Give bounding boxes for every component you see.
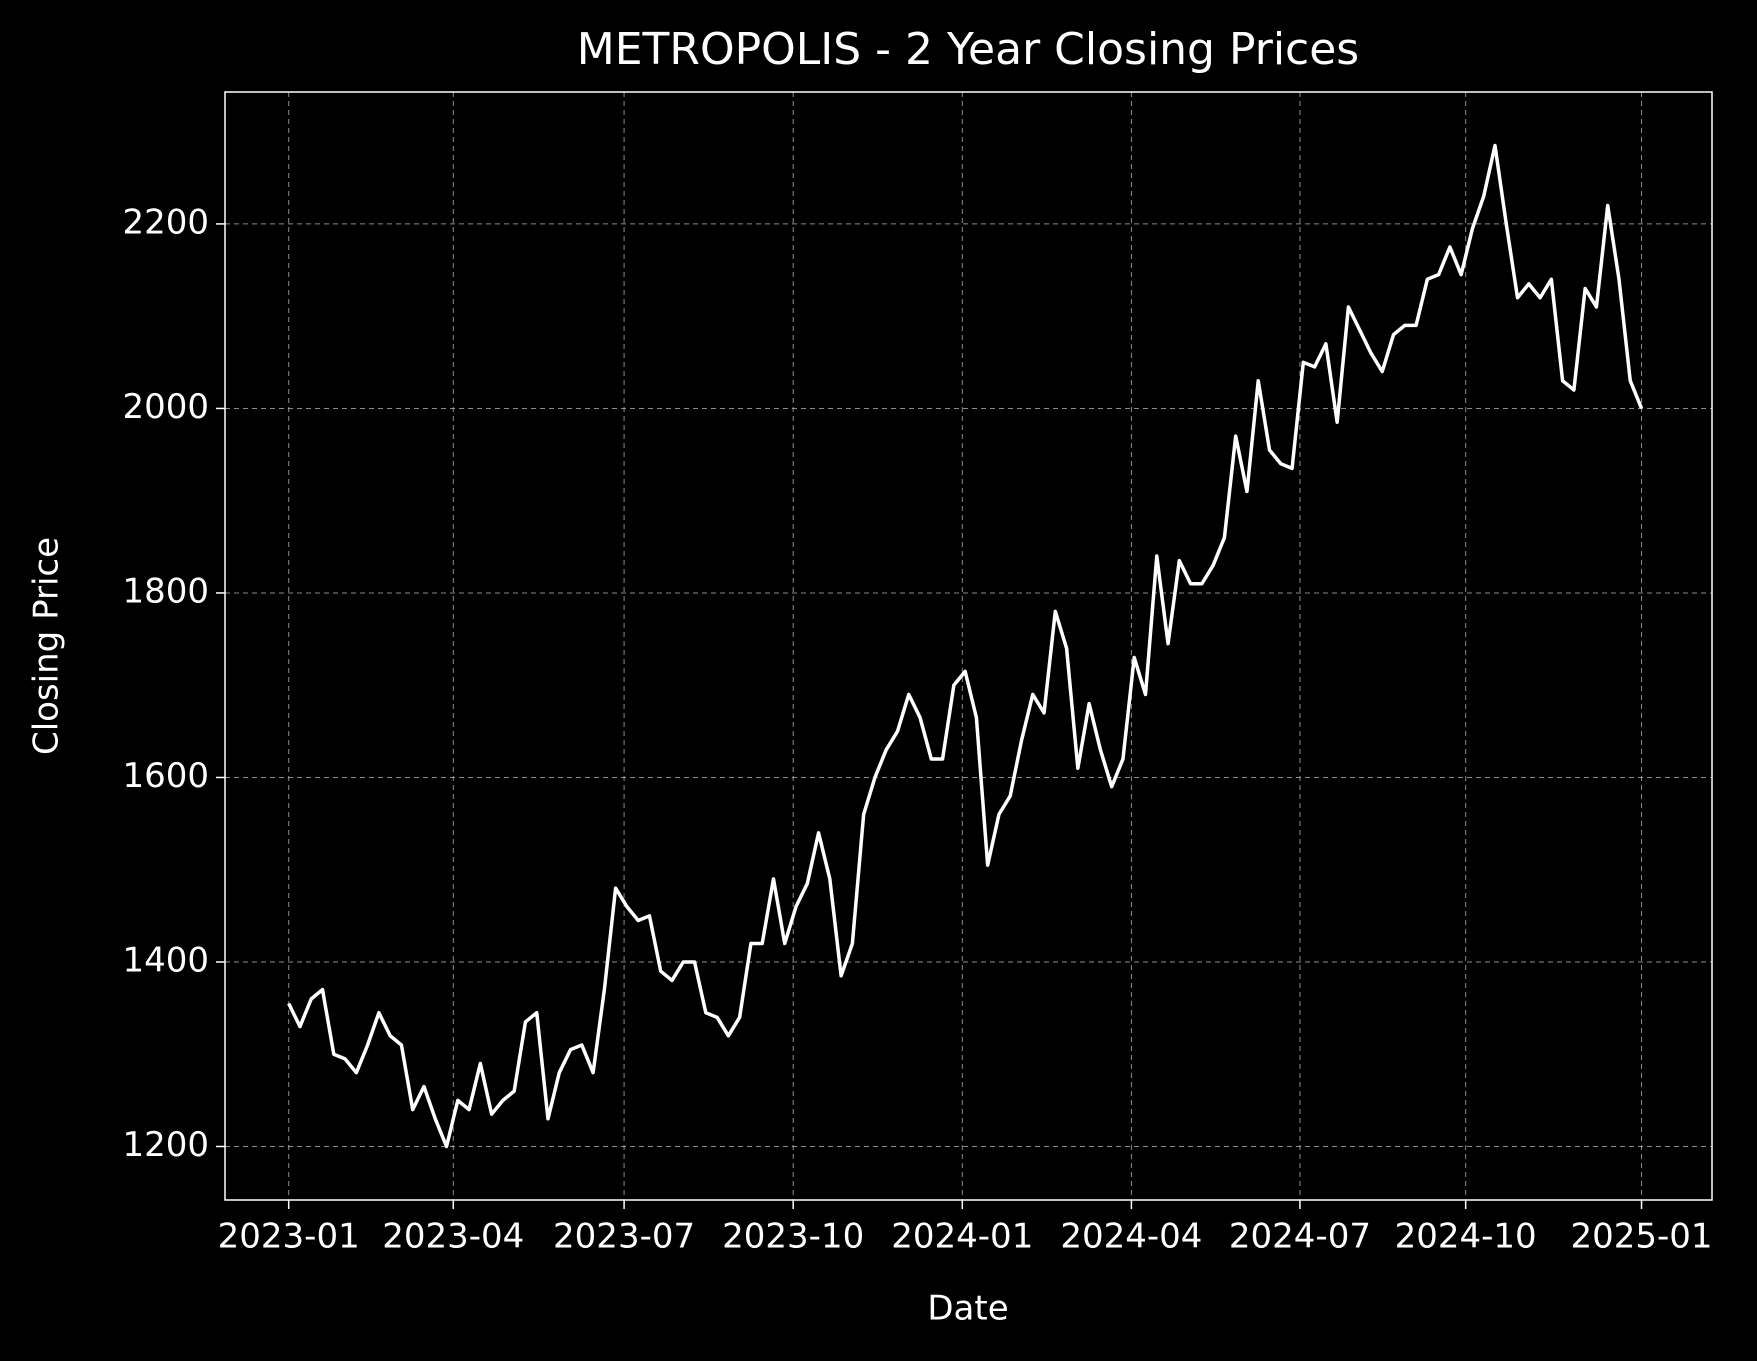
x-tick-label: 2023-04 — [382, 1217, 524, 1257]
x-tick-label: 2025-01 — [1571, 1217, 1713, 1257]
plot-frame — [224, 91, 1713, 1201]
x-tick-label: 2024-01 — [891, 1217, 1033, 1257]
x-tick-label: 2023-07 — [553, 1217, 695, 1257]
chart-title: METROPOLIS - 2 Year Closing Prices — [577, 24, 1359, 75]
x-axis-label: Date — [927, 1289, 1008, 1329]
x-tick-label: 2024-10 — [1395, 1217, 1537, 1257]
y-tick-label: 1200 — [122, 1125, 209, 1165]
x-tick-label: 2024-04 — [1060, 1217, 1202, 1257]
y-tick-label: 1800 — [122, 571, 209, 611]
y-tick-label: 1400 — [122, 940, 209, 980]
y-axis-label: Closing Price — [27, 537, 67, 755]
y-tick-label: 1600 — [122, 756, 209, 796]
x-tick-label: 2024-07 — [1229, 1217, 1371, 1257]
y-tick-label: 2200 — [122, 202, 209, 242]
x-tick-label: 2023-10 — [722, 1217, 864, 1257]
x-tick-label: 2023-01 — [218, 1217, 360, 1257]
y-tick-label: 2000 — [122, 387, 209, 427]
price-line — [287, 143, 1644, 1149]
